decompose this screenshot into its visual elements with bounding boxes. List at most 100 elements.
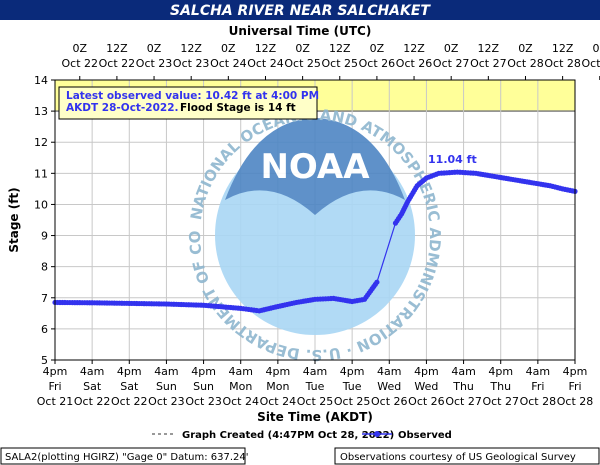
y-axis-title: Stage (ft)	[7, 187, 21, 252]
top-tick-hour: 0Z	[592, 42, 600, 55]
footer-datum: SALA2(plotting HGIRZ) "Gage 0" Datum: 63…	[5, 452, 249, 463]
top-tick-hour: 12Z	[106, 42, 128, 55]
y-tick-label: 7	[41, 292, 48, 305]
x-tick-label-day: Mon	[229, 380, 252, 393]
top-tick-hour: 0Z	[370, 42, 385, 55]
top-tick-date: Oct 22	[99, 57, 136, 70]
footer-left-box	[0, 447, 246, 465]
x-tick-label-date: Oct 22	[111, 395, 148, 408]
footer-right-box	[334, 447, 600, 465]
y-tick-label: 11	[34, 167, 48, 180]
x-tick-label-date: Oct 23	[148, 395, 185, 408]
top-tick-hour: 12Z	[478, 42, 500, 55]
top-tick-hour: 0Z	[518, 42, 533, 55]
watermark-noaa-text: NOAA	[260, 147, 370, 187]
y-tick-label: 9	[41, 230, 48, 243]
x-tick-label-time: 4am	[526, 365, 550, 378]
top-tick-date: Oct 28	[507, 57, 544, 70]
legend-observed-marker	[374, 431, 380, 437]
x-tick-label-date: Oct 26	[408, 395, 445, 408]
x-tick-label-time: 4pm	[191, 365, 216, 378]
x-tick-label-date: Oct 28	[557, 395, 594, 408]
top-axis-ticks: 0Z Oct 22 12Z Oct 22 0Z Oct 23 12Z Oct 23 0Z Oct …	[62, 42, 600, 80]
x-tick-label-date: Oct 24	[222, 395, 259, 408]
observed-series	[52, 169, 578, 314]
latest-date-text: AKDT 28-Oct-2022.	[66, 102, 179, 114]
top-tick-date: Oct 23	[136, 57, 173, 70]
x-tick-label-day: Sat	[120, 380, 139, 393]
x-tick-label-day: Fri	[531, 380, 544, 393]
x-tick-label-date: Oct 27	[482, 395, 519, 408]
x-tick-label-day: Fri	[48, 380, 61, 393]
x-tick-label-time: 4pm	[266, 365, 291, 378]
top-tick-hour: 0Z	[295, 42, 310, 55]
x-tick-label-time: 4pm	[43, 365, 68, 378]
x-tick-label-day: Wed	[377, 380, 401, 393]
x-tick-label-time: 4pm	[117, 365, 142, 378]
x-tick-label-date: Oct 25	[297, 395, 334, 408]
x-tick-label-time: 4pm	[340, 365, 365, 378]
top-tick-hour: 0Z	[72, 42, 87, 55]
y-tick-label: 14	[34, 74, 48, 87]
title-bar	[0, 0, 600, 20]
top-tick-date: Oct 22	[62, 57, 99, 70]
top-tick-hour: 12Z	[552, 42, 574, 55]
x-tick-label-date: Oct 27	[445, 395, 482, 408]
x-tick-label-time: 4pm	[414, 365, 439, 378]
top-tick-hour: 12Z	[329, 42, 351, 55]
top-tick-date: Oct 27	[470, 57, 507, 70]
y-tick-label: 12	[34, 136, 48, 149]
x-tick-label-date: Oct 23	[185, 395, 222, 408]
watermark-gull-shape	[225, 118, 405, 215]
top-tick-date: Oct 25	[322, 57, 359, 70]
latest-value-text: Latest observed value: 10.42 ft at 4:00 …	[66, 90, 319, 102]
x-tick-label-day: Mon	[266, 380, 289, 393]
x-tick-label-day: Fri	[568, 380, 581, 393]
x-axis-title: Site Time (AKDT)	[257, 410, 373, 424]
y-tick-label: 8	[41, 261, 48, 274]
x-tick-label-day: Sat	[83, 380, 102, 393]
top-tick-date: Oct 23	[173, 57, 210, 70]
x-tick-label-time: 4am	[377, 365, 401, 378]
y-tick-label: 5	[41, 354, 48, 367]
flood-stage-text: Flood Stage is 14 ft	[180, 102, 296, 114]
peak-annotation: 11.04 ft	[428, 153, 477, 166]
x-tick-label-day: Wed	[414, 380, 438, 393]
top-tick-hour: 0Z	[221, 42, 236, 55]
y-axis-ticks: 5 6 7 8 9 10 11 12 13 14	[34, 74, 55, 367]
top-axis-title: Universal Time (UTC)	[229, 24, 372, 38]
x-tick-label-time: 4pm	[488, 365, 513, 378]
x-tick-label-day: Sun	[156, 380, 177, 393]
top-tick-hour: 0Z	[147, 42, 162, 55]
y-tick-label: 13	[34, 105, 48, 118]
x-tick-label-date: Oct 26	[371, 395, 408, 408]
x-tick-label-time: 4am	[303, 365, 327, 378]
x-tick-label-date: Oct 25	[334, 395, 371, 408]
x-tick-label-time: 4am	[154, 365, 178, 378]
top-tick-date: Oct 26	[396, 57, 433, 70]
x-tick-label-day: Tue	[305, 380, 325, 393]
y-tick-label: 6	[41, 323, 48, 336]
x-tick-label-time: 4am	[451, 365, 475, 378]
legend-graph-created: Graph Created (4:47PM Oct 28, 2022)	[182, 430, 394, 441]
data-point	[374, 279, 380, 285]
x-tick-label-day: Thu	[452, 380, 474, 393]
chart-title: SALCHA RIVER NEAR SALCHAKET	[170, 3, 431, 19]
top-tick-date: Oct 28	[544, 57, 581, 70]
top-tick-hour: 12Z	[180, 42, 202, 55]
top-tick-date: Oct 24	[210, 57, 247, 70]
footer-credit: Observations courtesy of US Geological S…	[340, 452, 576, 463]
top-tick-hour: 0Z	[444, 42, 459, 55]
x-tick-label-date: Oct 28	[520, 395, 557, 408]
top-tick-date: Oct 24	[247, 57, 284, 70]
top-tick-date: Oct 27	[433, 57, 470, 70]
x-tick-label-time: 4pm	[563, 365, 588, 378]
bottom-axis-ticks: 4pm Fri Oct 21 4am Sat Oct 22 4pm Sat Oct 22 4am S…	[37, 360, 594, 408]
x-tick-label-date: Oct 24	[260, 395, 297, 408]
info-box	[58, 86, 318, 120]
x-tick-label-time: 4am	[228, 365, 252, 378]
legend-observed: Observed	[398, 430, 452, 441]
top-tick-hour: 12Z	[255, 42, 277, 55]
top-tick-date: Oct 26	[359, 57, 396, 70]
